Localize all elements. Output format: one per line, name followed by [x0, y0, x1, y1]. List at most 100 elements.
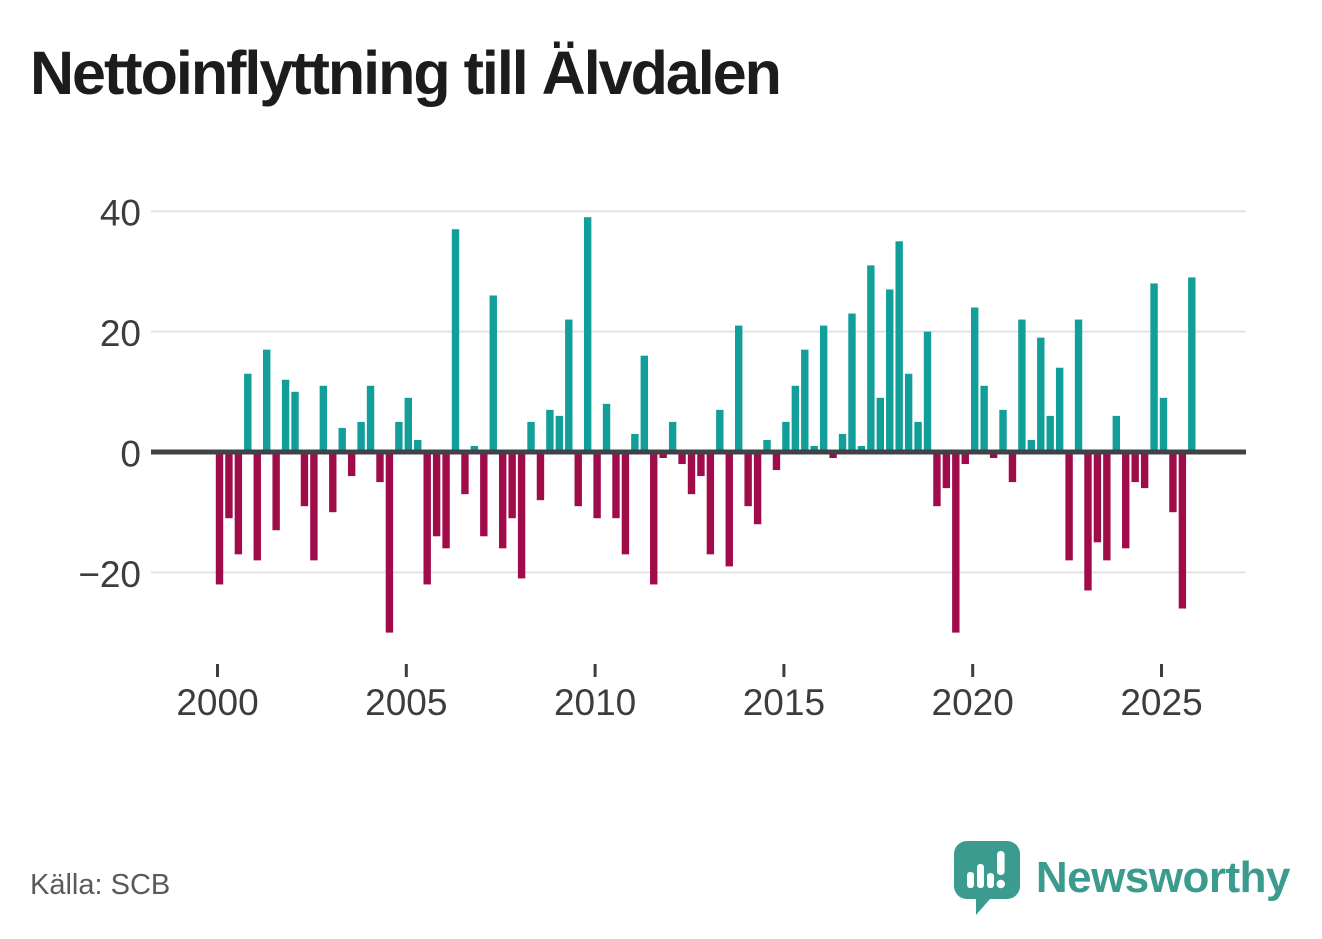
bar [886, 289, 894, 452]
chart-title: Nettoinflyttning till Älvdalen [30, 39, 782, 107]
x-tick-label: 2005 [365, 682, 447, 723]
bar [602, 403, 611, 452]
logo-exclamation-dot [996, 879, 1005, 889]
bar [725, 452, 733, 567]
bar [791, 385, 800, 452]
bar [489, 295, 497, 452]
bar [1140, 452, 1149, 489]
bar [291, 391, 299, 452]
bar [385, 452, 394, 633]
bar [1018, 319, 1026, 452]
bar [697, 452, 705, 477]
bar [272, 452, 280, 531]
bar [1159, 397, 1168, 452]
newsworthy-icon [953, 841, 1020, 915]
bar [867, 265, 875, 452]
bar [338, 427, 346, 452]
bar [999, 409, 1007, 452]
y-tick-label: 20 [100, 313, 141, 354]
bar [923, 331, 932, 452]
bar [735, 325, 743, 452]
bar [904, 373, 913, 452]
logo-bar-3 [986, 873, 994, 888]
bar [668, 421, 677, 452]
x-tick-label: 2010 [554, 682, 636, 723]
bar [678, 452, 686, 465]
bar [404, 397, 412, 452]
bar [706, 452, 715, 555]
bar [442, 452, 450, 549]
bar [1055, 367, 1064, 452]
bar [300, 452, 309, 507]
bar [508, 452, 516, 519]
bar [347, 452, 356, 477]
y-tick-label: −20 [78, 554, 141, 595]
bar [1178, 452, 1187, 609]
bar [310, 452, 318, 561]
bar [914, 421, 922, 452]
bar [838, 433, 847, 452]
bar [1046, 415, 1054, 452]
bar [480, 452, 488, 537]
bar [895, 241, 903, 452]
logo-bar-1 [966, 872, 974, 888]
bar [527, 421, 535, 452]
brand-logo: Newsworthy [953, 840, 1291, 916]
bar [810, 445, 818, 452]
bar [461, 452, 469, 495]
bar [357, 421, 365, 452]
bar [650, 452, 658, 585]
bar [848, 313, 856, 452]
bar [753, 452, 762, 525]
bar [225, 452, 233, 519]
bar [1122, 452, 1130, 549]
bar [1037, 337, 1045, 452]
bar [659, 452, 667, 459]
brand-wordmark: Newsworthy [1035, 853, 1291, 902]
bar [1131, 452, 1139, 483]
bar [517, 452, 526, 579]
bar [621, 452, 630, 555]
bar [1169, 452, 1177, 513]
bar [980, 385, 988, 452]
bar [366, 385, 375, 452]
bar [1188, 277, 1196, 452]
bar [961, 452, 969, 465]
bar [819, 325, 828, 452]
bar [536, 452, 545, 501]
bar [744, 452, 752, 507]
bar [451, 229, 460, 452]
bar [414, 439, 422, 452]
bar [574, 452, 582, 507]
bar [1103, 452, 1111, 561]
x-tick-label: 2015 [743, 682, 825, 723]
y-tick-label: 40 [100, 193, 141, 234]
x-tick-label: 2020 [932, 682, 1014, 723]
bar [942, 452, 951, 489]
bar [857, 445, 866, 452]
bar [234, 452, 243, 555]
bar [395, 421, 403, 452]
bar [1027, 439, 1036, 452]
bar [565, 319, 573, 452]
bar [281, 379, 290, 452]
bar [376, 452, 384, 483]
bar [1065, 452, 1073, 561]
logo-bar-2 [976, 864, 984, 888]
bar [593, 452, 601, 519]
bar [933, 452, 941, 507]
bar [716, 409, 724, 452]
bar [1008, 452, 1017, 483]
bar [876, 397, 884, 452]
bar [263, 349, 271, 452]
bar [1084, 452, 1092, 591]
bar [423, 452, 431, 585]
x-tick-label: 2025 [1120, 682, 1202, 723]
bar [772, 452, 781, 471]
bar [253, 452, 261, 561]
bar [319, 385, 328, 452]
bar [687, 452, 696, 495]
bar [1150, 283, 1158, 452]
